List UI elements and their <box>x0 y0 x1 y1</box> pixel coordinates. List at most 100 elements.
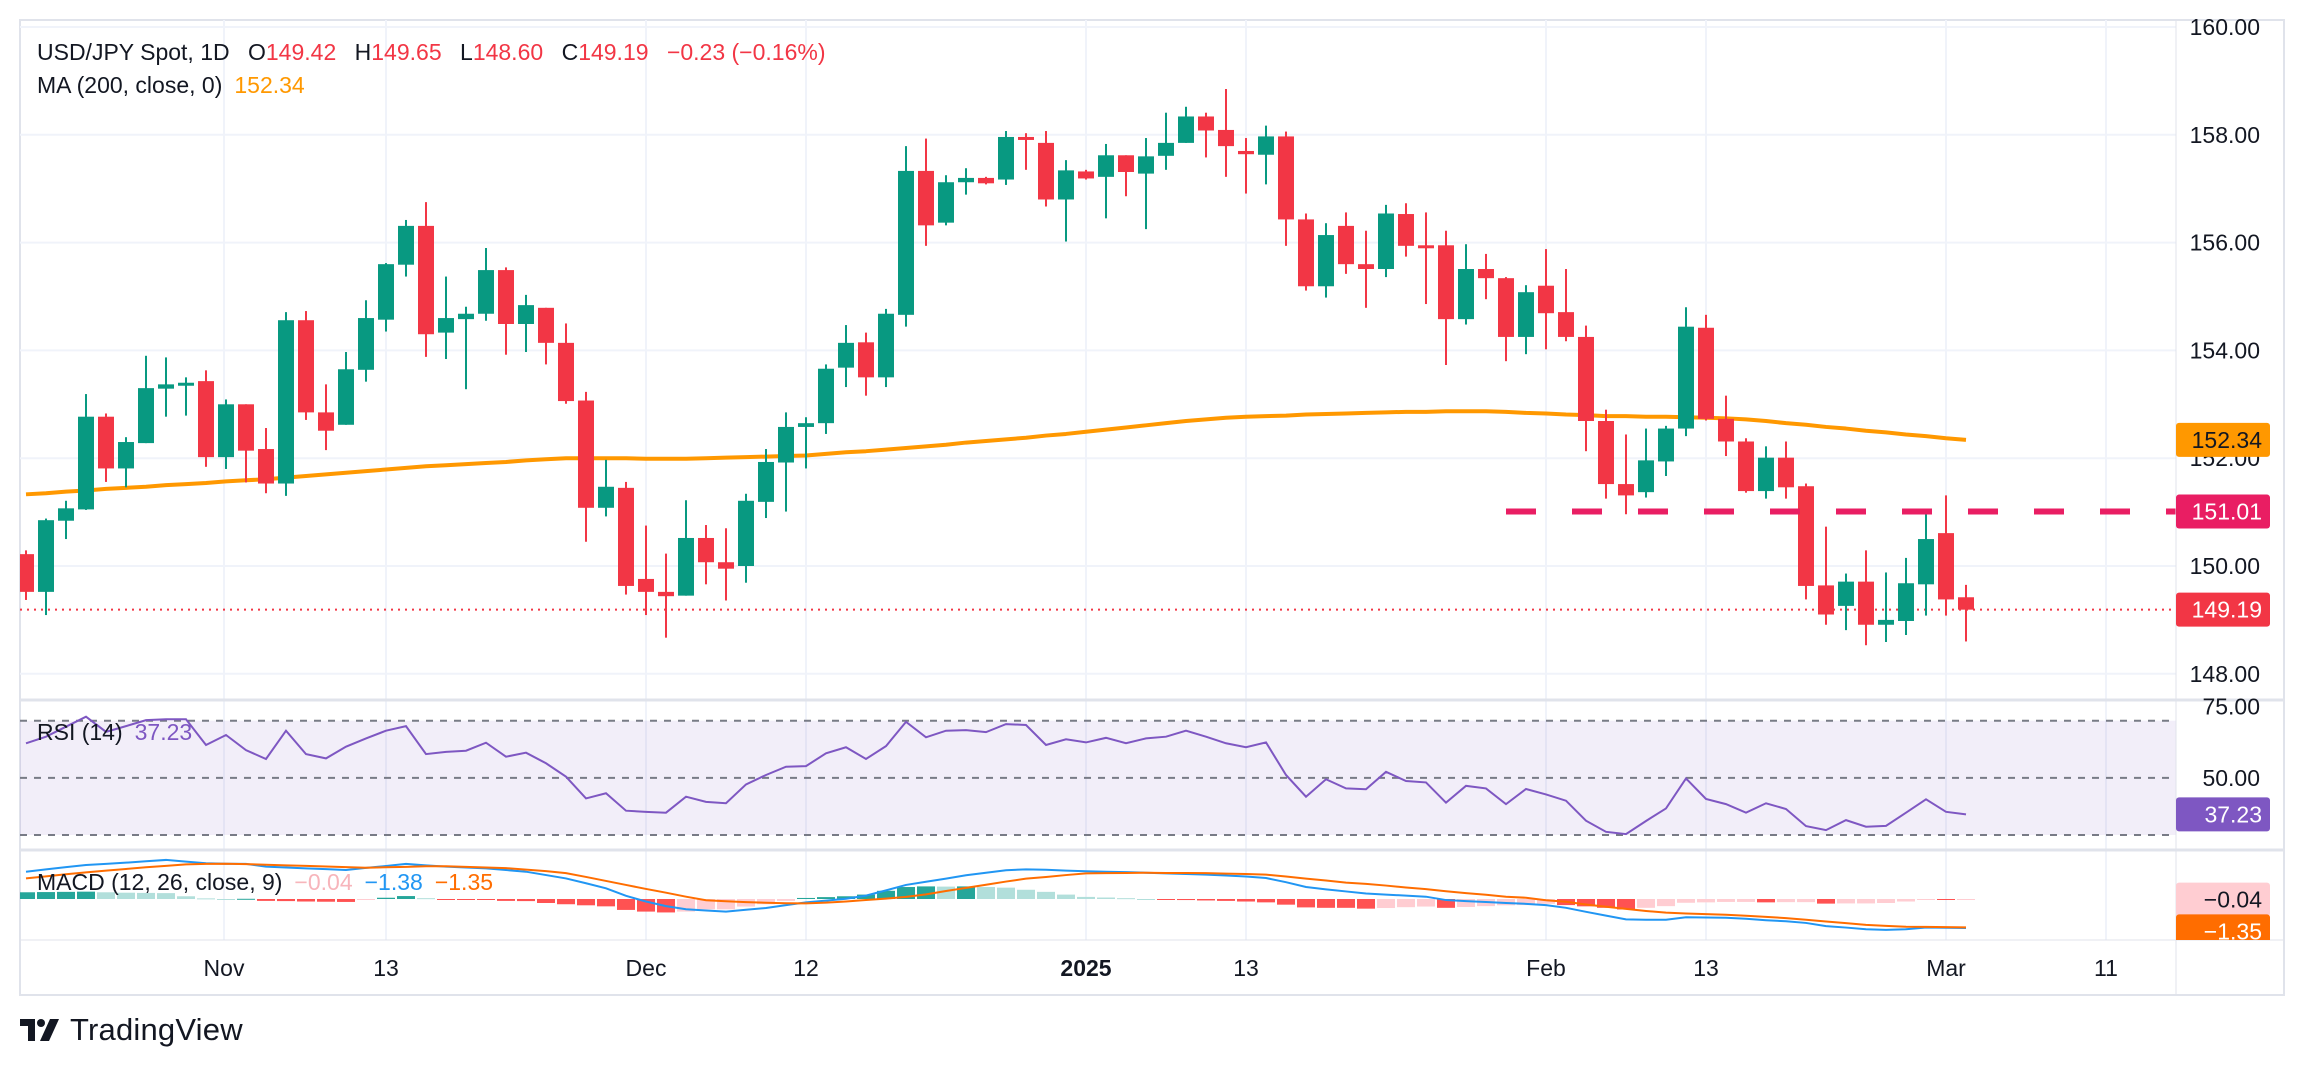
time-tick-label: Feb <box>1526 955 1566 981</box>
candle-body <box>398 225 414 265</box>
tradingview-logo[interactable]: TradingView <box>20 1012 243 1048</box>
macd-histogram-bar <box>1617 899 1635 910</box>
rsi-band <box>20 719 2176 836</box>
candle-up <box>1138 138 1154 230</box>
time-tick-label: 12 <box>793 955 819 981</box>
candle-down <box>238 404 254 483</box>
macd-histogram-bar <box>1917 899 1935 900</box>
macd-line <box>25 858 1967 931</box>
macd-histogram-bar <box>337 899 355 902</box>
macd-legend-signal: −1.35 <box>434 869 494 895</box>
ma-legend[interactable]: MA (200, close, 0) 152.34 <box>37 70 305 100</box>
candle-body <box>778 426 794 463</box>
macd-histogram-bar <box>1697 899 1715 903</box>
chart-frame <box>19 19 2285 996</box>
candle-body <box>1358 264 1374 270</box>
candle-body <box>198 381 214 458</box>
candle-body <box>658 591 674 597</box>
candle-up <box>1678 307 1694 437</box>
macd-histogram-bar <box>137 892 155 899</box>
candle-body <box>358 318 374 370</box>
macd-pane[interactable] <box>17 858 1975 931</box>
candle-up <box>598 459 614 517</box>
candle-down <box>1418 212 1434 305</box>
price-tick-label: 148.00 <box>2190 661 2260 687</box>
candle-body <box>1378 213 1394 270</box>
candle-down <box>1358 230 1374 308</box>
candle-down <box>1298 213 1314 291</box>
candle-down <box>1858 550 1874 646</box>
macd-histogram-bar <box>1157 899 1175 900</box>
macd-histogram-bar <box>1757 899 1775 903</box>
macd-legend[interactable]: MACD (12, 26, close, 9) −0.04 −1.38 −1.35 <box>37 867 493 897</box>
macd-histogram-bar <box>277 899 295 902</box>
candle-body <box>1598 421 1614 485</box>
macd-histogram-bar <box>157 893 175 899</box>
macd-histogram-bar <box>897 887 915 899</box>
macd-histogram-bar <box>777 899 795 901</box>
candle-body <box>1578 336 1594 422</box>
open-value: 149.42 <box>265 39 337 65</box>
macd-histogram-bar <box>1137 899 1155 900</box>
macd-histogram-bar <box>1077 896 1095 899</box>
macd-histogram-bar <box>977 887 995 899</box>
rsi-pane[interactable] <box>25 715 1967 836</box>
candle-body <box>1438 245 1454 320</box>
macd-legend-label: MACD (12, 26, close, 9) <box>37 869 283 895</box>
signal-last-label-bg <box>2176 914 2270 940</box>
candle-body <box>878 313 894 378</box>
candle-down <box>1798 483 1814 600</box>
candle-down <box>1438 230 1454 365</box>
candle-body <box>1498 278 1514 337</box>
symbol-legend[interactable]: USD/JPY Spot, 1D O149.42 H149.65 L148.60… <box>37 37 826 67</box>
rsi-legend-label: RSI (14) <box>37 719 123 745</box>
candle-body <box>1478 269 1494 279</box>
rsi-axis[interactable]: 75.00 50.00 37.23 <box>2176 693 2270 832</box>
macd-histogram-bar <box>1577 899 1595 907</box>
candle-up <box>1898 557 1914 635</box>
candle-down <box>1778 441 1794 499</box>
rsi-legend[interactable]: RSI (14) 37.23 <box>37 717 192 747</box>
hline-price-label-bg <box>2176 494 2270 529</box>
macd-histogram-bar <box>317 899 335 902</box>
macd-histogram-bar <box>817 897 835 899</box>
time-tick-label: 13 <box>1693 955 1719 981</box>
candle-up <box>758 449 774 519</box>
candle-body <box>718 562 734 569</box>
macd-histogram-bar <box>877 890 895 899</box>
time-tick-label: 13 <box>373 955 399 981</box>
candle-body <box>1178 116 1194 143</box>
low-label: L <box>460 39 473 65</box>
price-axis[interactable]: 160.00158.00156.00154.00152.00150.00148.… <box>2176 14 2270 687</box>
time-axis[interactable]: Nov 13 Dec 12 2025 13 Feb 13 Mar 11 <box>204 955 2118 981</box>
candle-up <box>1878 572 1894 642</box>
candle-down <box>1558 269 1574 342</box>
macd-histogram-bar <box>1057 894 1075 899</box>
price-pane[interactable] <box>18 88 2176 646</box>
macd-axis[interactable]: −0.04 −1.35 <box>2176 882 2270 949</box>
candle-up <box>838 325 854 388</box>
candle-body <box>1078 171 1094 179</box>
macd-histogram-bar <box>837 896 855 899</box>
hline-price-label: 151.01 <box>2176 494 2270 529</box>
candle-body <box>1778 457 1794 488</box>
macd-histogram-bar <box>1537 899 1555 904</box>
candle-down <box>498 267 514 355</box>
close-value: 149.19 <box>578 39 649 65</box>
macd-histogram-bar <box>1377 899 1395 909</box>
candle-up <box>398 219 414 277</box>
low-value: 148.60 <box>472 39 544 65</box>
macd-histogram-bar <box>517 899 535 902</box>
candle-body <box>1558 312 1574 337</box>
price-tick-label: 156.00 <box>2190 230 2260 256</box>
candle-down <box>1818 526 1834 625</box>
tradingview-logo-text: TradingView <box>70 1012 243 1047</box>
candle-up <box>438 276 454 360</box>
candle-body <box>998 136 1014 180</box>
candle-body <box>898 170 914 315</box>
candle-body <box>1258 136 1274 155</box>
grid-lines <box>20 20 2176 940</box>
candle-up <box>1658 425 1674 476</box>
candle-body <box>1318 235 1334 287</box>
